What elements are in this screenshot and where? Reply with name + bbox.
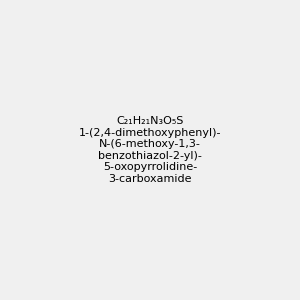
Text: C₂₁H₂₁N₃O₅S
1-(2,4-dimethoxyphenyl)-
N-(6-methoxy-1,3-
benzothiazol-2-yl)-
5-oxo: C₂₁H₂₁N₃O₅S 1-(2,4-dimethoxyphenyl)- N-(… (79, 116, 221, 184)
